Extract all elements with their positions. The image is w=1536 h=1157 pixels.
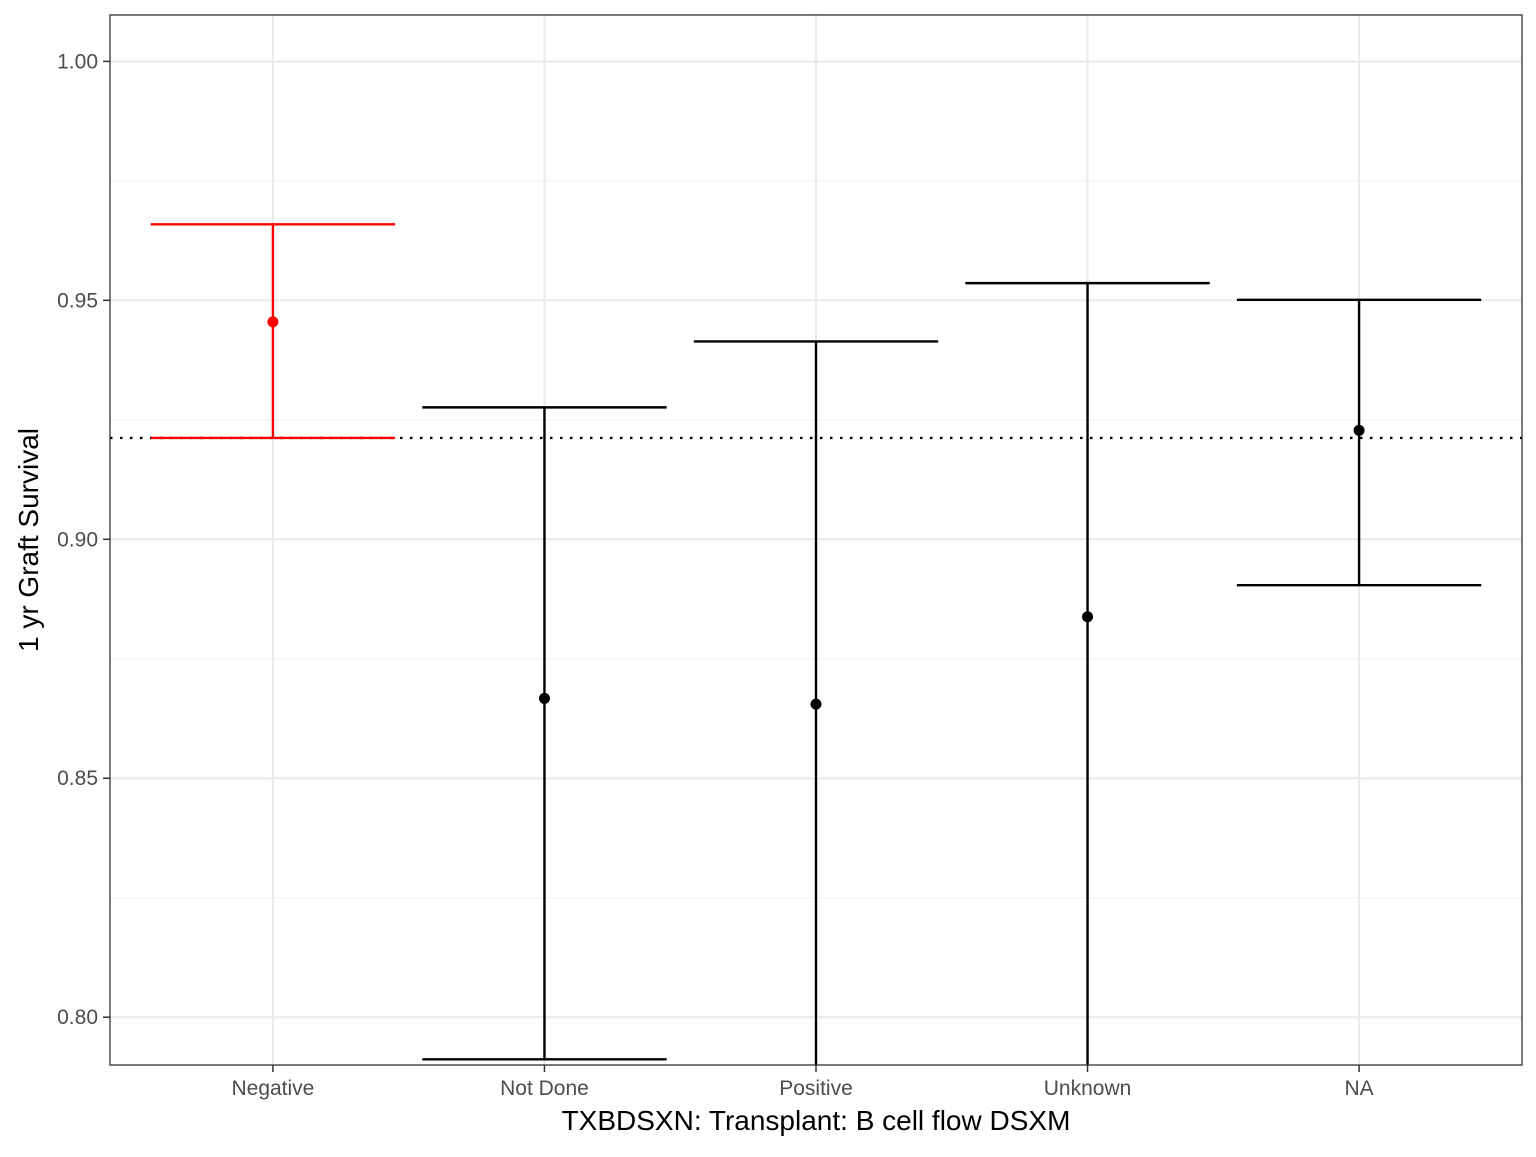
y-tick-label: 0.80 [57,1006,98,1029]
axes: 0.80 0.85 0.90 0.95 1.00 Negative Not Done Posi… [57,50,1374,1100]
point-estimate-unknown [1082,611,1094,623]
point-estimate-negative [267,316,279,328]
y-tick-label: 0.90 [57,528,98,551]
y-axis-title: 1 yr Graft Survival [13,428,44,652]
point-estimate-positive [810,698,822,710]
y-tick-label: 1.00 [57,50,98,73]
y-tick-label: 0.95 [57,289,98,312]
error-bars [150,223,1482,1065]
x-axis-title: TXBDSXN: Transplant: B cell flow DSXM [562,1105,1071,1136]
x-tick-label: NA [1344,1077,1373,1100]
x-tick-label: Not Done [500,1077,589,1100]
y-tick-label: 0.85 [57,767,98,790]
point-estimate-not-done [538,692,550,704]
x-tick-label: Positive [779,1077,853,1100]
x-tick-label: Unknown [1044,1077,1132,1100]
x-tick-label: Negative [231,1077,314,1100]
point-estimate-na [1353,424,1365,436]
